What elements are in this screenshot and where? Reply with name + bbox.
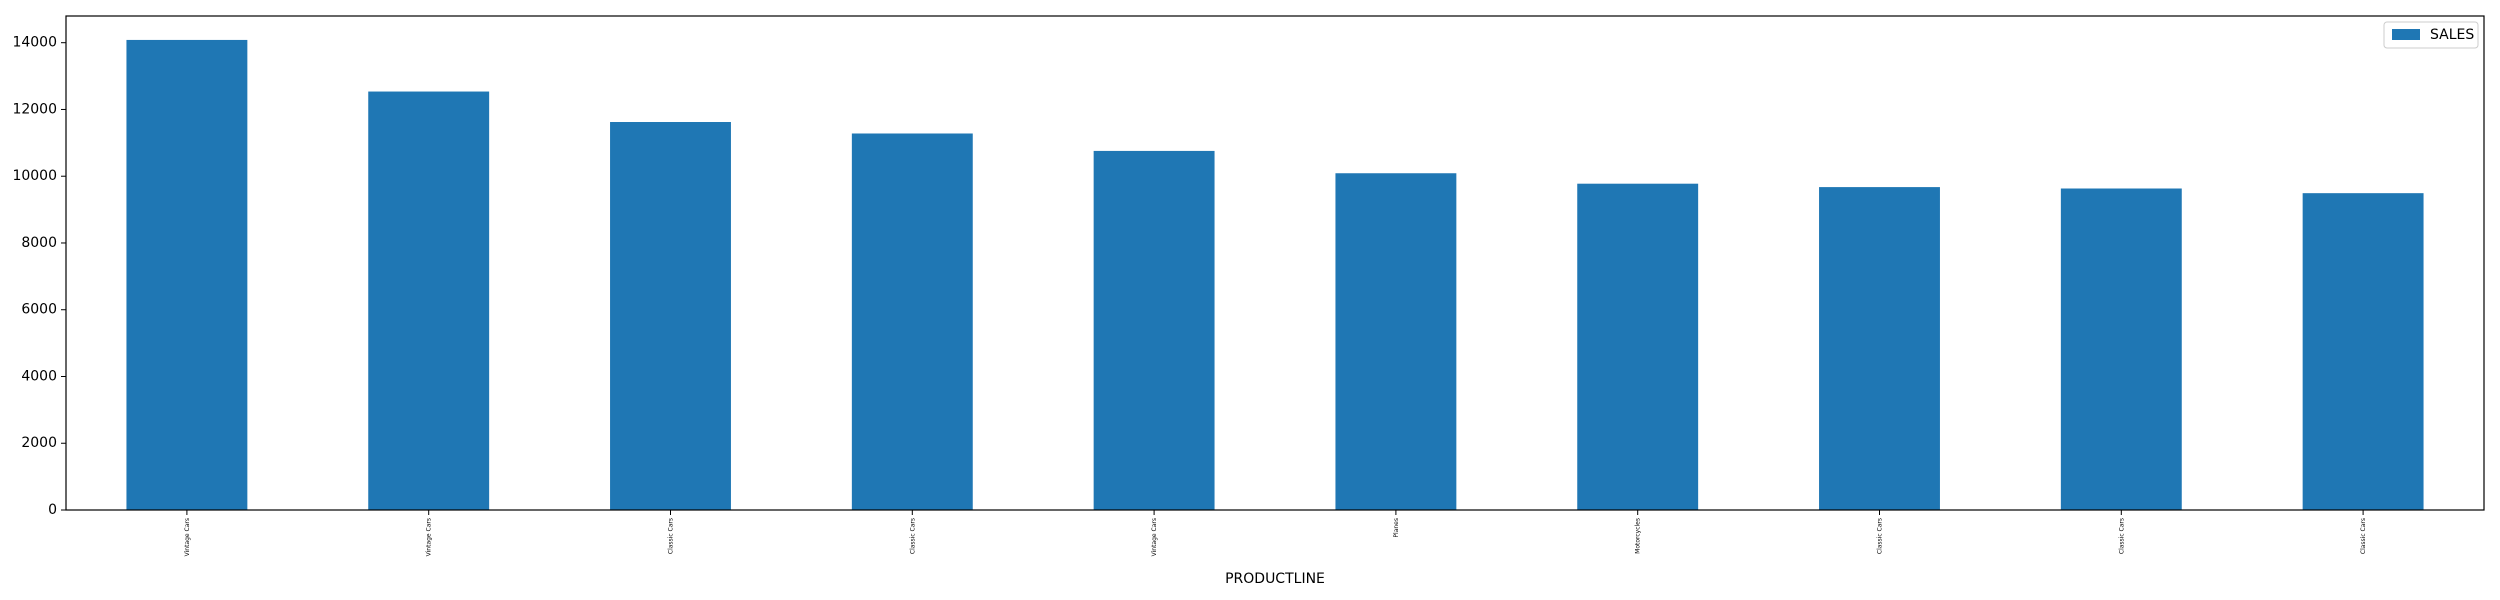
y-tick-label-5: 10000 (12, 168, 57, 184)
bar-9 (2302, 193, 2424, 511)
plot-frame (65, 15, 2485, 511)
y-tick-label-4: 8000 (21, 235, 57, 251)
bar-7 (1819, 187, 1940, 510)
bar-4 (1093, 150, 1215, 510)
y-tick-label-1: 2000 (21, 435, 57, 451)
x-tick-label-0: Vintage Cars (184, 518, 191, 556)
x-tick-label-7: Classic Cars (1877, 518, 1884, 554)
y-tick-label-2: 4000 (21, 368, 57, 384)
bar-1 (368, 91, 490, 510)
y-tick-label-7: 14000 (12, 35, 57, 51)
bars-group (126, 39, 2424, 511)
x-axis: Vintage Cars Vintage Cars Classic Cars Clas… (184, 510, 2367, 556)
x-axis-label: PRODUCTLINE (1225, 571, 1325, 587)
legend-box (2383, 21, 2479, 49)
x-tick-label-6: Motorcycles (1635, 518, 1642, 554)
bar-3 (851, 133, 973, 511)
y-axis: 0 2000 4000 6000 8000 10000 12000 14000 (12, 35, 66, 518)
x-tick-label-1: Vintage Cars (426, 518, 433, 556)
bar-6 (1577, 183, 1699, 510)
bar-2 (610, 122, 731, 510)
legend-swatch (2392, 29, 2420, 40)
legend-label: SALES (2430, 27, 2474, 43)
x-tick-label-5: Planes (1393, 518, 1400, 538)
x-tick-label-2: Classic Cars (668, 518, 675, 554)
bar-8 (2060, 188, 2182, 511)
x-tick-label-4: Vintage Cars (1151, 518, 1158, 556)
bar-0 (126, 39, 248, 510)
y-tick-label-6: 12000 (12, 101, 57, 117)
y-tick-label-0: 0 (48, 502, 57, 518)
x-tick-label-9: Classic Cars (2360, 518, 2367, 554)
legend: SALES (2383, 21, 2479, 49)
x-tick-label-3: Classic Cars (909, 518, 916, 554)
y-tick-label-3: 6000 (21, 302, 57, 318)
x-tick-label-8: Classic Cars (2118, 518, 2125, 554)
bar-5 (1335, 173, 1457, 510)
